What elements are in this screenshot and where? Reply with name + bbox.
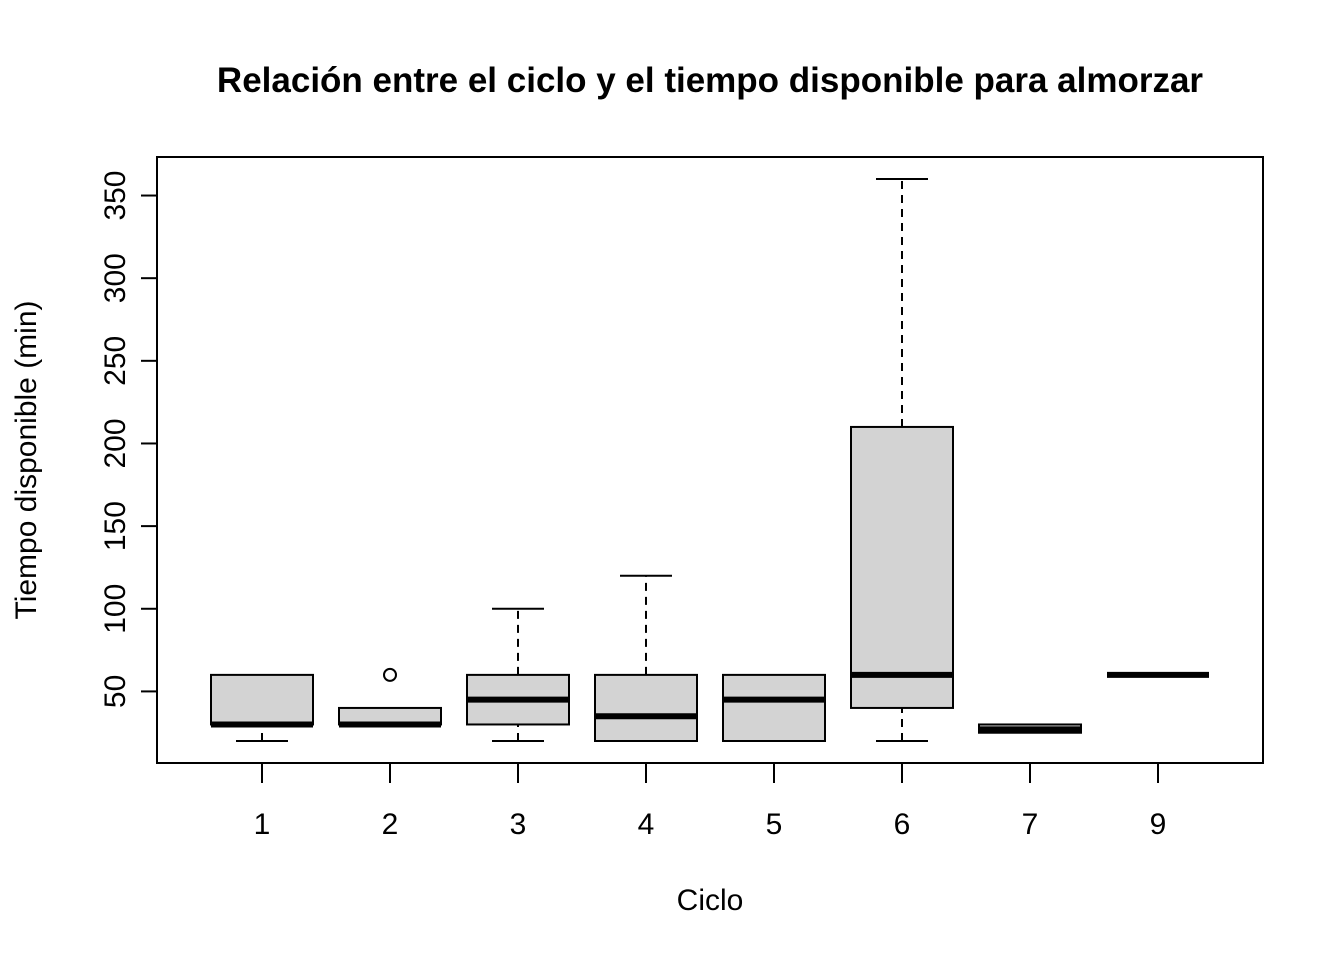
- iqr-box: [594, 673, 698, 742]
- x-axis: 1 2 3 4 5 6 7 9: [254, 762, 1167, 841]
- iqr-box: [210, 673, 314, 726]
- box-4: [594, 574, 698, 742]
- x-axis-label: Ciclo: [677, 884, 744, 917]
- x-tick-label: 6: [894, 808, 911, 841]
- y-tick-label: 150: [99, 501, 132, 551]
- y-tick-label: 300: [99, 253, 132, 303]
- iqr-box: [722, 673, 826, 742]
- box-6: [850, 178, 954, 742]
- x-tick-label: 1: [254, 808, 271, 841]
- x-tick-label: 9: [1150, 808, 1167, 841]
- x-tick-label: 7: [1022, 808, 1039, 841]
- boxes-group: [210, 178, 1209, 742]
- box-5: [722, 673, 826, 742]
- box-2: [338, 667, 442, 728]
- y-tick-label: 350: [99, 170, 132, 220]
- y-tick-label: 250: [99, 336, 132, 386]
- iqr-box: [850, 425, 954, 709]
- outlier-point: [383, 667, 397, 682]
- chart-title: Relación entre el ciclo y el tiempo disp…: [217, 61, 1204, 100]
- y-tick-label: 100: [99, 584, 132, 634]
- box-1: [210, 673, 314, 742]
- box-3: [466, 607, 570, 742]
- x-tick-label: 2: [382, 808, 399, 841]
- x-tick-label: 5: [766, 808, 783, 841]
- x-tick-label: 3: [510, 808, 527, 841]
- box-7: [978, 723, 1082, 734]
- y-axis-label: Tiempo disponible (min): [10, 300, 43, 619]
- y-axis: 50 100 150 200 250 300 350: [99, 170, 158, 708]
- y-tick-label: 200: [99, 418, 132, 468]
- x-tick-label: 4: [638, 808, 655, 841]
- y-tick-label: 50: [99, 675, 132, 708]
- plot-frame: [156, 156, 1264, 764]
